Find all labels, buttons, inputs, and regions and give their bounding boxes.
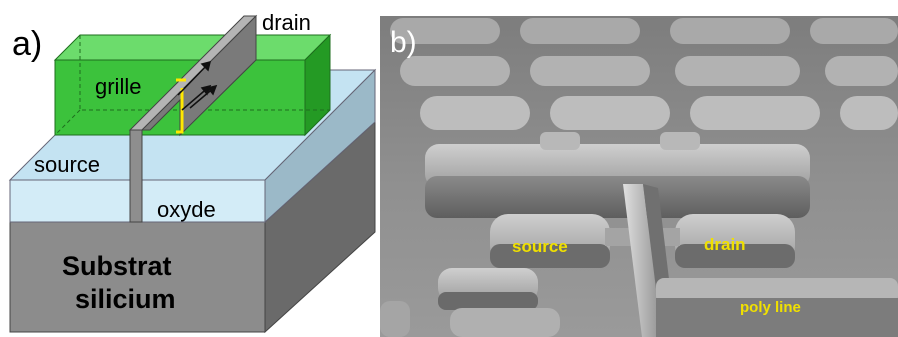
oxyde-label: oxyde [157,197,216,222]
drain-label: drain [262,10,311,35]
gate-top [53,34,332,61]
poly-bar [425,132,810,218]
poly-line-structure [656,278,898,337]
source-pad [490,214,610,268]
channel-line [176,88,184,134]
sem-source-label: source [512,237,568,256]
sem-drain-label: drain [704,235,746,254]
source-label: source [34,152,100,177]
foreground-blocks [380,268,560,337]
panel-a-tag: a) [12,25,42,63]
fin-side [140,14,257,137]
background-structures [390,18,898,130]
fin-front [129,129,143,223]
poly-line-label: poly line [740,299,801,316]
current-arrows [177,60,218,111]
drain-pad [675,214,795,268]
grille-label: grille [95,74,141,99]
panel-b-sem-image: b) source drain poly line [380,16,898,337]
substrat-label: Substrat [62,251,172,281]
panel-b-tag: b) [390,26,417,59]
panel-a-schematic: a) drain grille source oxyde Substrat si… [8,10,377,334]
silicium-label: silicium [75,284,176,314]
